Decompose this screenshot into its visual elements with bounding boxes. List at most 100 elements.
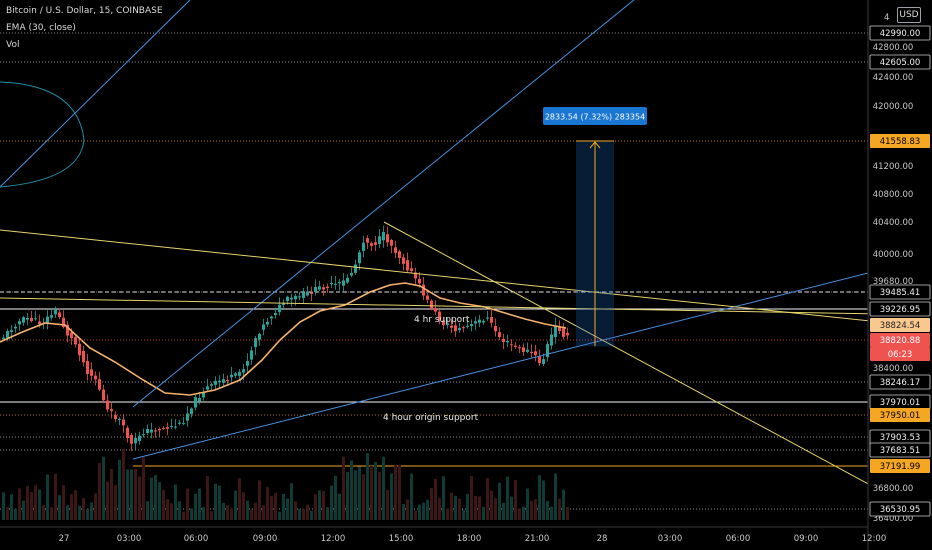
volume-bar [130, 469, 133, 520]
candle-body [502, 338, 505, 343]
candle-body [434, 308, 437, 312]
price-tick: 39680.00 [873, 277, 914, 287]
volume-bar [350, 460, 353, 520]
candle-body [562, 328, 565, 337]
volume-bar [302, 508, 305, 520]
price-label-text: 37683.51 [880, 446, 921, 456]
volume-bar [514, 479, 517, 520]
volume-bar [278, 511, 281, 520]
candle-body [426, 295, 429, 300]
candle-body [390, 239, 393, 246]
ema-legend: EMA (30, close) [6, 23, 76, 33]
candle-body [126, 427, 129, 439]
candle-body [154, 430, 157, 432]
candle-body [94, 375, 97, 380]
price-label-badge [870, 134, 930, 148]
volume-bar [162, 489, 165, 520]
volume-bar [178, 501, 181, 520]
price-tick: 36800.00 [873, 484, 914, 494]
volume-bar [202, 506, 205, 520]
candle-body [142, 434, 145, 436]
volume-bar [258, 480, 261, 520]
candle-body [214, 380, 217, 385]
measure-label-box [543, 107, 647, 125]
volume-bar [430, 488, 433, 520]
ascending-support-trendline [132, 272, 868, 460]
candle-body [398, 251, 401, 258]
vol-legend: Vol [6, 40, 20, 50]
volume-bar [466, 493, 469, 520]
candle-body [106, 400, 109, 410]
volume-bar [406, 499, 409, 520]
candle-body [102, 389, 105, 401]
volume-bar [494, 498, 497, 520]
candle-body [514, 345, 517, 347]
candle-body [66, 324, 69, 336]
volume-bar [194, 493, 197, 520]
candle-body [58, 312, 61, 317]
candle-body [134, 437, 137, 444]
volume-bar [110, 468, 113, 520]
volume-bar [526, 488, 529, 520]
candle-body [494, 326, 497, 332]
volume-bar [190, 508, 193, 520]
candle-body [422, 284, 425, 296]
volume-bar [170, 503, 173, 520]
candle-body [406, 260, 409, 271]
time-tick: 28 [597, 534, 608, 544]
volume-bar [14, 508, 17, 520]
volume-bar [426, 499, 429, 520]
volume-bar [358, 466, 361, 520]
price-label-badge [870, 318, 930, 332]
volume-bar [542, 480, 545, 520]
volume-bar [154, 474, 157, 520]
candle-body [378, 236, 381, 245]
candle-body [370, 243, 373, 246]
candle-body [458, 328, 461, 331]
volume-bar [22, 500, 25, 520]
volume-bar [482, 506, 485, 520]
price-label-text: 39226.95 [880, 305, 921, 315]
volume-bar [462, 509, 465, 520]
volume-bar [506, 476, 509, 520]
candle-body [402, 257, 405, 264]
volume-bar [486, 477, 489, 520]
candle-body [330, 282, 333, 285]
candle-body [386, 234, 389, 243]
candle-body [14, 326, 17, 329]
price-label-badge [869, 442, 931, 458]
volume-bar [390, 473, 393, 520]
volume-bar [246, 500, 249, 520]
candle-body [526, 349, 529, 352]
candle-body [202, 392, 205, 398]
candle-body [198, 398, 201, 402]
volume-bar [478, 496, 481, 520]
candle-body [246, 360, 249, 366]
candle-body [358, 252, 361, 264]
candle-body [286, 296, 289, 302]
price-label-text: 06:23 [888, 350, 913, 360]
candle-body [150, 429, 153, 433]
price-label-text: 38246.17 [880, 378, 921, 388]
volume-bar [318, 490, 321, 520]
volume-bar [414, 510, 417, 520]
volume-bar [38, 489, 41, 520]
measure-arrow-head [589, 141, 601, 149]
volume-bar [550, 506, 553, 520]
candle-body [530, 351, 533, 353]
candle-body [474, 321, 477, 324]
price-label-text: 41558.83 [880, 137, 921, 147]
price-label-badge [869, 374, 931, 390]
candle-body [74, 337, 77, 345]
volume-bar [454, 495, 457, 520]
currency-button[interactable]: USD [897, 7, 921, 23]
candle-body [54, 309, 57, 315]
price-label-text: 38824.54 [880, 321, 921, 331]
candle-body [166, 427, 169, 429]
candle-body [130, 435, 133, 444]
price-label-text: 37950.01 [880, 411, 921, 421]
volume-bar [82, 497, 85, 520]
volume-bar [118, 459, 121, 520]
volume-bar [238, 478, 241, 520]
